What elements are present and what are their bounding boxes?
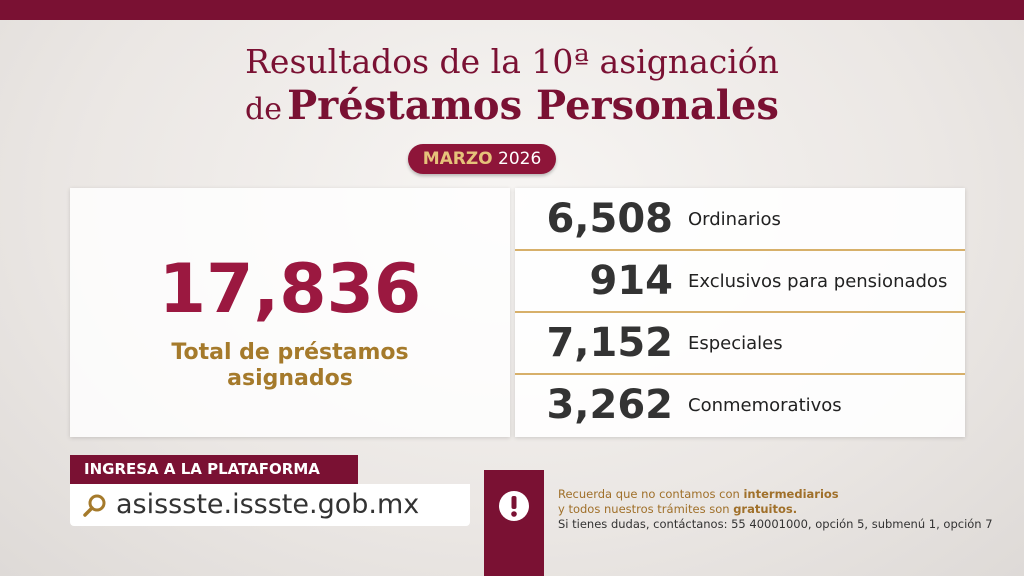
notice-text-bold: intermediarios xyxy=(743,487,839,501)
notice-text-bold: gratuitos. xyxy=(733,502,798,516)
notice-text-part: y todos nuestros trámites son xyxy=(558,502,730,516)
breakdown-number: 6,508 xyxy=(546,196,673,242)
total-panel xyxy=(70,188,510,437)
breakdown-panel: 6,508 Ordinarios 914 Exclusivos para pensio… xyxy=(515,188,965,437)
badge-year: 2026 xyxy=(498,149,542,169)
notice-contact: Si tienes dudas, contáctanos: 55 4000100… xyxy=(558,517,993,531)
breakdown-number: 7,152 xyxy=(546,320,673,366)
breakdown-row: 3,262 Conmemorativos xyxy=(515,374,965,437)
title-line-2: de Préstamos Personales xyxy=(0,82,1024,129)
breakdown-label: Especiales xyxy=(688,333,783,354)
breakdown-row: 7,152 Especiales xyxy=(515,312,965,375)
title-line-1: Resultados de la 10ª asignación xyxy=(245,42,779,81)
title-prefix: de xyxy=(245,92,282,127)
breakdown-label: Exclusivos para pensionados xyxy=(688,271,948,292)
breakdown-label: Ordinarios xyxy=(688,209,781,230)
alert-icon xyxy=(499,491,529,521)
period-badge: MARZO 2026 xyxy=(408,144,556,174)
breakdown-label: Conmemorativos xyxy=(688,395,842,416)
title-main: Préstamos Personales xyxy=(287,82,779,129)
notice-text: Recuerda que no contamos con intermediar… xyxy=(558,487,998,532)
breakdown-number: 3,262 xyxy=(546,382,673,428)
breakdown-number: 914 xyxy=(589,258,674,304)
breakdown-row: 6,508 Ordinarios xyxy=(515,188,965,251)
top-bar xyxy=(0,0,1024,20)
total-number: 17,836 xyxy=(158,250,422,329)
notice-text-part: Recuerda que no contamos con xyxy=(558,487,740,501)
url-text[interactable]: asissste.issste.gob.mx xyxy=(116,489,420,520)
total-label: Total de préstamos asignados xyxy=(171,340,409,391)
breakdown-row: 914 Exclusivos para pensionados xyxy=(515,250,965,313)
platform-label: INGRESA A LA PLATAFORMA xyxy=(70,455,358,484)
notice-band xyxy=(484,470,544,576)
badge-month: MARZO xyxy=(422,149,493,169)
platform-url[interactable]: asissste.issste.gob.mx xyxy=(70,484,470,526)
search-icon xyxy=(83,494,106,517)
